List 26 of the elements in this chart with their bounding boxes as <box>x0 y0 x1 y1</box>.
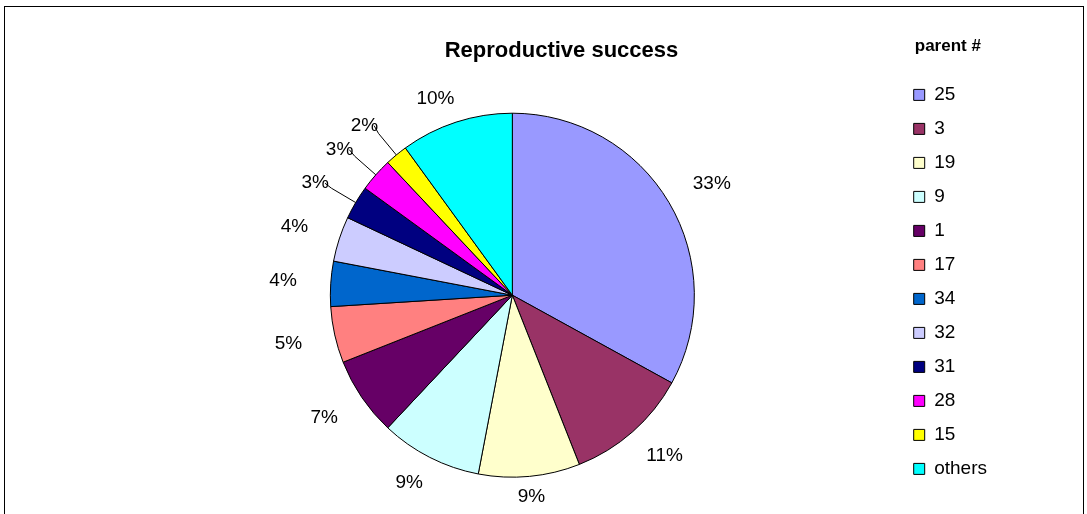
legend-label: 28 <box>934 389 956 411</box>
legend-label: 15 <box>934 423 956 445</box>
data-label: 7% <box>310 406 338 428</box>
legend-label: 9 <box>934 185 945 207</box>
data-label: 4% <box>269 269 297 291</box>
data-label: 3% <box>325 137 354 159</box>
chart-title: Reproductive success <box>444 37 679 63</box>
data-label: 2% <box>350 113 379 135</box>
legend-label: others <box>934 457 988 479</box>
data-label: 33% <box>692 171 731 193</box>
legend-label: 25 <box>934 83 956 105</box>
data-label: 11% <box>646 444 683 466</box>
data-label: 3% <box>301 171 330 193</box>
legend-label: 32 <box>934 321 956 343</box>
legend-label: 34 <box>934 287 956 309</box>
data-label: 9% <box>517 484 546 506</box>
data-label: 10% <box>416 86 455 108</box>
legend-label: 31 <box>934 355 956 377</box>
legend-label: 17 <box>934 253 956 275</box>
legend-title: parent # <box>914 36 982 56</box>
data-label: 9% <box>395 470 424 492</box>
legend-label: 1 <box>934 219 945 241</box>
data-label: 4% <box>280 215 309 237</box>
data-label: 5% <box>274 331 303 353</box>
legend-label: 3 <box>934 117 945 139</box>
legend-label: 19 <box>934 151 956 173</box>
